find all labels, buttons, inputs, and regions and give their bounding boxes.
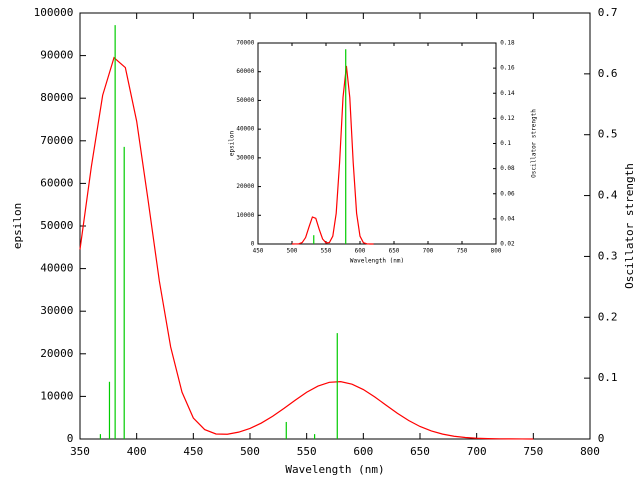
y-tick-label: 50000	[236, 97, 254, 104]
y-tick-label: 0	[67, 432, 74, 445]
y-tick-label: 90000	[40, 49, 73, 62]
spectrum-line	[291, 65, 374, 245]
y-tick-label: 30000	[40, 304, 73, 317]
x-tick-label: 650	[410, 445, 430, 458]
y2-tick-label: 0.06	[500, 190, 515, 197]
x-tick-label: 600	[353, 445, 373, 458]
y-tick-label: 50000	[40, 219, 73, 232]
y2-tick-label: 0.5	[598, 128, 618, 141]
y2-tick-label: 0.1	[500, 140, 511, 147]
y-tick-label: 0	[251, 241, 255, 248]
x-tick-label: 400	[127, 445, 147, 458]
y2-tick-label: 0.4	[598, 189, 618, 202]
y2-tick-label: 0.02	[500, 241, 515, 248]
y-tick-label: 10000	[236, 212, 254, 219]
y-tick-label: 10000	[40, 389, 73, 402]
x-tick-label: 600	[355, 248, 366, 255]
y2-tick-label: 0.14	[500, 90, 515, 97]
x-axis-title: Wavelength (nm)	[350, 258, 404, 265]
y-tick-label: 40000	[236, 126, 254, 133]
y-tick-label: 100000	[34, 6, 74, 19]
x-tick-label: 550	[297, 445, 317, 458]
y2-tick-label: 0.3	[598, 249, 618, 262]
y2-tick-label: 0	[598, 432, 605, 445]
x-tick-label: 650	[389, 248, 400, 255]
x-tick-label: 450	[183, 445, 203, 458]
x-tick-label: 750	[457, 248, 468, 255]
y2-tick-label: 0.16	[500, 65, 515, 72]
x-tick-label: 800	[580, 445, 600, 458]
y-axis-title: epsilon	[11, 203, 24, 249]
x-tick-label: 500	[240, 445, 260, 458]
y-tick-label: 80000	[40, 91, 73, 104]
x-tick-label: 700	[423, 248, 434, 255]
plot-frame	[257, 42, 497, 245]
x-tick-label: 550	[321, 248, 332, 255]
x-tick-label: 350	[70, 445, 90, 458]
y-tick-label: 40000	[40, 262, 73, 275]
y2-tick-label: 0.12	[500, 115, 515, 122]
x-axis-title: Wavelength (nm)	[285, 463, 384, 476]
y-axis-title: epsilon	[229, 130, 236, 156]
y2-axis-title: Oscillator strength	[531, 109, 538, 178]
x-tick-label: 450	[253, 248, 264, 255]
spectrum-line	[79, 56, 534, 440]
y-tick-label: 20000	[236, 183, 254, 190]
y-tick-label: 70000	[40, 134, 73, 147]
y-tick-label: 60000	[40, 176, 73, 189]
x-tick-label: 800	[491, 248, 502, 255]
y-tick-label: 60000	[236, 68, 254, 75]
y2-tick-label: 0.04	[500, 215, 515, 222]
y2-tick-label: 0.08	[500, 165, 515, 172]
y2-tick-label: 0.7	[598, 6, 618, 19]
y-tick-label: 30000	[236, 154, 254, 161]
y2-axis-title: Oscillator strength	[623, 163, 636, 289]
y2-tick-label: 0.1	[598, 371, 618, 384]
y-tick-label: 70000	[236, 40, 254, 47]
y2-tick-label: 0.18	[500, 40, 515, 47]
y2-tick-label: 0.2	[598, 310, 618, 323]
y-tick-label: 20000	[40, 347, 73, 360]
y2-tick-label: 0.6	[598, 67, 618, 80]
x-tick-label: 700	[467, 445, 487, 458]
x-tick-label: 500	[287, 248, 298, 255]
x-tick-label: 750	[523, 445, 543, 458]
